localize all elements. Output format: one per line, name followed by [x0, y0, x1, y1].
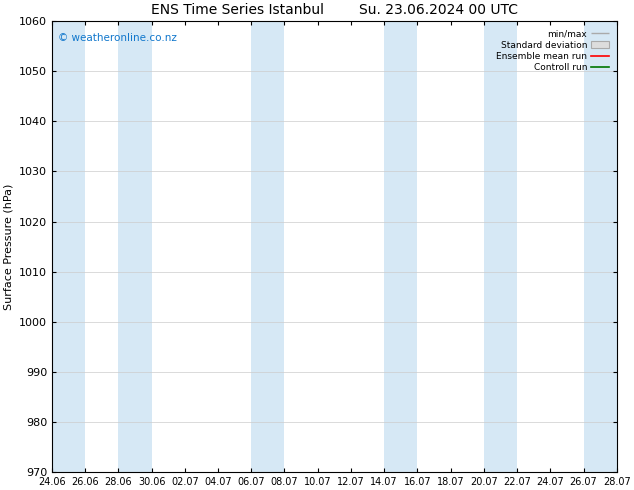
Y-axis label: Surface Pressure (hPa): Surface Pressure (hPa)	[3, 183, 13, 310]
Legend: min/max, Standard deviation, Ensemble mean run, Controll run: min/max, Standard deviation, Ensemble me…	[493, 26, 612, 76]
Bar	[484, 21, 517, 472]
Bar	[52, 21, 85, 472]
Bar	[251, 21, 285, 472]
Title: ENS Time Series Istanbul        Su. 23.06.2024 00 UTC: ENS Time Series Istanbul Su. 23.06.2024 …	[151, 3, 518, 17]
Bar	[384, 21, 417, 472]
Text: © weatheronline.co.nz: © weatheronline.co.nz	[58, 32, 176, 43]
Bar	[119, 21, 152, 472]
Bar	[583, 21, 617, 472]
